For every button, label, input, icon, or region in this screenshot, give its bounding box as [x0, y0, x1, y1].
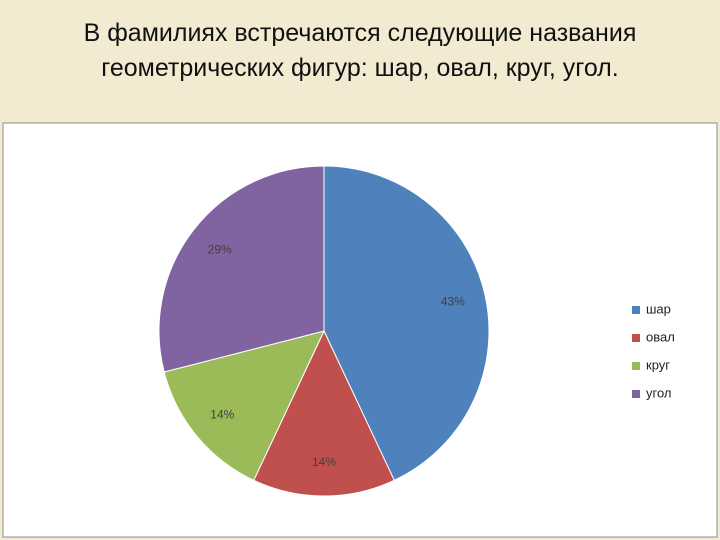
- pie-slice: [163, 330, 325, 481]
- slice-label: 14%: [210, 407, 234, 421]
- slice-label: 29%: [208, 242, 232, 256]
- legend-swatch: [632, 390, 640, 398]
- legend-label: круг: [646, 357, 670, 372]
- pie-slice: [158, 165, 325, 373]
- pie-slice: [253, 329, 395, 497]
- legend-swatch: [632, 362, 640, 370]
- pie-slice: [323, 165, 490, 481]
- legend-label: угол: [646, 385, 672, 400]
- slice-label: 43%: [441, 294, 465, 308]
- slice-label: 14%: [312, 455, 336, 469]
- legend-swatch: [632, 334, 640, 342]
- legend-swatch: [632, 306, 640, 314]
- slide-title: В фамилиях встречаются следующие названи…: [83, 19, 637, 82]
- legend-label: шар: [646, 301, 671, 316]
- legend-label: овал: [646, 329, 675, 344]
